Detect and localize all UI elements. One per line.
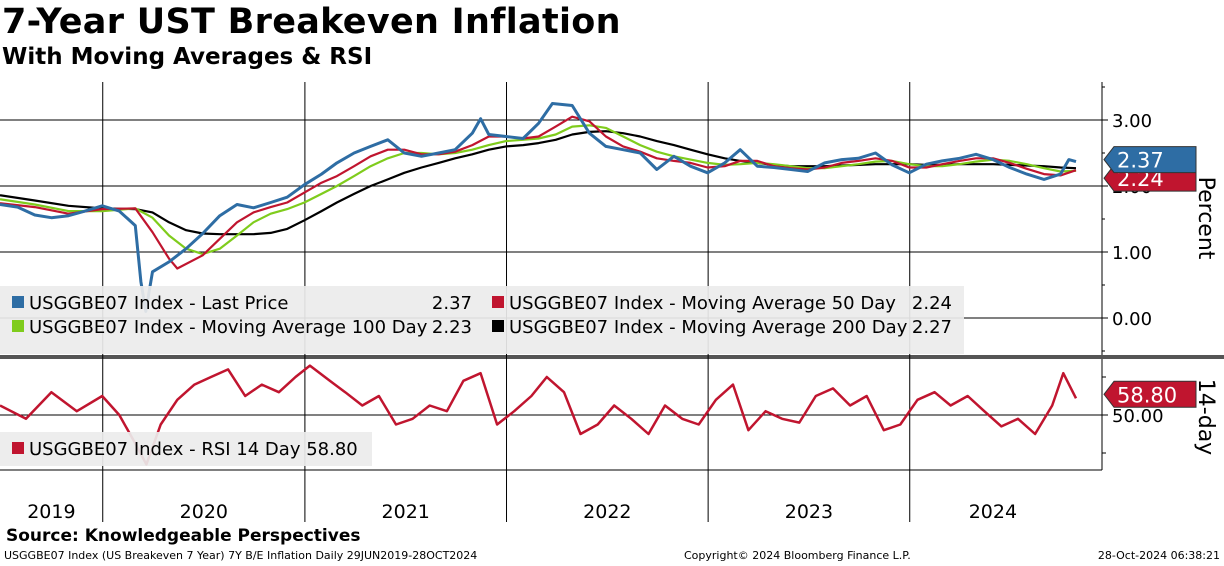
series-line-rsi — [0, 364, 1078, 466]
last-value-tag-last-price-label: 2.37 — [1117, 149, 1164, 173]
series-line-last-price — [0, 102, 1077, 313]
legend-swatch-ma100 — [12, 320, 24, 332]
price-y-tick-label: 1.00 — [1112, 243, 1152, 264]
legend-value-ma50: 2.24 — [912, 293, 952, 314]
x-tick-label: 2019 — [27, 501, 75, 523]
x-tick-label: 2023 — [785, 501, 833, 523]
legend-swatch-ma200 — [492, 320, 504, 332]
legend-swatch-rsi — [12, 442, 24, 454]
price-y-tick-label: 0.00 — [1112, 309, 1152, 330]
price-y-tick-label: 3.00 — [1112, 111, 1152, 132]
rsi-legend-box — [0, 432, 372, 466]
source-label: Source: Knowledgeable Perspectives — [6, 526, 361, 546]
rsi-y-tick-label: 50.00 — [1112, 406, 1164, 427]
last-value-tag-rsi — [1103, 380, 1197, 408]
last-value-tag-rsi-label: 58.80 — [1117, 383, 1177, 407]
price-legend-box — [0, 286, 964, 354]
price-y-axis-label: Percent — [1193, 177, 1218, 260]
x-tick-label: 2024 — [969, 501, 1017, 523]
x-tick-label: 2020 — [180, 501, 228, 523]
legend-entry-ma100: USGGBE07 Index - Moving Average 100 Day — [29, 317, 428, 338]
legend-value-ma100: 2.23 — [432, 317, 472, 338]
footer-ticker-info: USGGBE07 Index (US Breakeven 7 Year) 7Y … — [4, 549, 478, 562]
chart-subtitle: With Moving Averages & RSI — [2, 44, 373, 70]
footer-timestamp: 28-Oct-2024 06:38:21 — [1097, 549, 1220, 562]
legend-value-ma200: 2.27 — [912, 317, 952, 338]
rsi-y-axis-label: 14-day — [1193, 379, 1218, 455]
chart-title: 7-Year UST Breakeven Inflation — [2, 2, 621, 42]
legend-entry-ma200: USGGBE07 Index - Moving Average 200 Day — [509, 317, 908, 338]
series-line-ma200 — [0, 130, 1077, 236]
legend-entry-last-price: USGGBE07 Index - Last Price — [29, 293, 288, 314]
legend-entry-ma50: USGGBE07 Index - Moving Average 50 Day — [509, 293, 896, 314]
last-value-tag-last-price — [1103, 146, 1197, 174]
series-line-ma50 — [0, 115, 1077, 270]
legend-swatch-last-price — [12, 296, 24, 308]
legend-swatch-ma50 — [492, 296, 504, 308]
x-tick-label: 2021 — [382, 501, 430, 523]
x-tick-label: 2022 — [583, 501, 631, 523]
footer-copyright: Copyright© 2024 Bloomberg Finance L.P. — [684, 549, 911, 562]
legend-entry-rsi: USGGBE07 Index - RSI 14 Day 58.80 — [29, 439, 358, 460]
series-line-ma100 — [0, 124, 1077, 256]
legend-value-last-price: 2.37 — [432, 293, 472, 314]
